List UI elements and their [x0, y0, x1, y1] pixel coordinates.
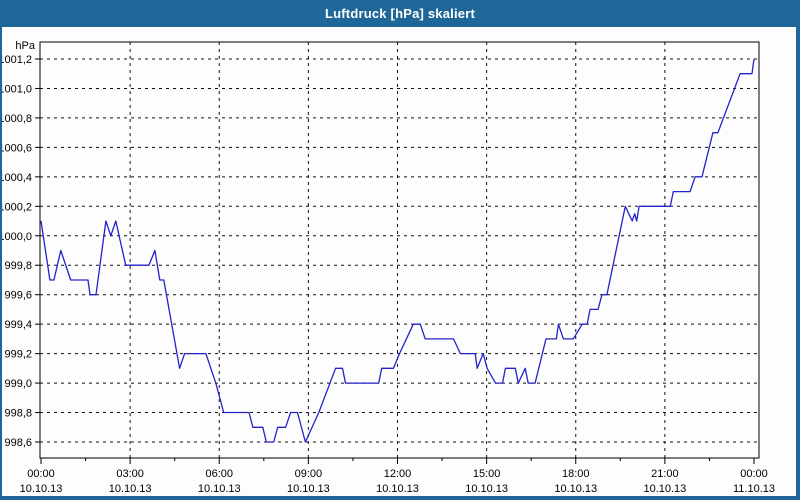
y-tick-label: 1000,6 [0, 142, 32, 154]
x-tick-label-time: 21:00 [651, 468, 679, 480]
y-tick-label: 1000,8 [0, 113, 32, 125]
y-tick-label: 1001,0 [0, 83, 32, 95]
y-tick-label: 1000,2 [0, 201, 32, 213]
pressure-line-series [40, 58, 755, 443]
x-tick-label-date: 10.10.13 [109, 483, 152, 495]
y-tick-label: 998,8 [4, 408, 32, 420]
x-tick-label-time: 09:00 [295, 468, 323, 480]
x-tick-label-time: 15:00 [473, 468, 501, 480]
x-tick-label-date: 10.10.13 [198, 483, 241, 495]
x-tick-label-date: 10.10.13 [376, 483, 419, 495]
window-title: Luftdruck [hPa] skaliert [325, 6, 475, 21]
y-tick-label: 999,6 [4, 290, 32, 302]
x-tick-label-date: 10.10.13 [465, 483, 508, 495]
y-tick-label: 1000,4 [0, 172, 32, 184]
y-tick-label: 999,4 [4, 319, 32, 331]
y-tick-label: 1000,0 [0, 231, 32, 243]
x-tick-label-time: 12:00 [384, 468, 412, 480]
y-tick-label: 999,8 [4, 260, 32, 272]
x-tick-label-date: 10.10.13 [20, 483, 63, 495]
y-axis-unit-label: hPa [15, 40, 35, 52]
x-tick-label-date: 11.10.13 [733, 483, 775, 495]
x-tick-label-time: 00:00 [740, 468, 768, 480]
x-tick-label-date: 10.10.13 [287, 483, 330, 495]
y-tick-label: 999,0 [4, 378, 32, 390]
x-tick-label-date: 10.10.13 [643, 483, 686, 495]
x-tick-label-date: 10.10.13 [554, 483, 597, 495]
x-tick-label-time: 03:00 [116, 468, 144, 480]
x-tick-label-time: 06:00 [205, 468, 233, 480]
x-tick-label-time: 00:00 [27, 468, 55, 480]
x-tick-label-time: 18:00 [562, 468, 590, 480]
y-tick-label: 1001,2 [0, 54, 32, 66]
window-titlebar: Luftdruck [hPa] skaliert [0, 0, 800, 27]
y-tick-label: 998,6 [4, 437, 32, 449]
plot-frame [39, 41, 760, 459]
y-tick-label: 999,2 [4, 349, 32, 361]
pressure-chart: 1001,2 1001,0 1000,8 1000,6 1000,4 1000,2 1000… [0, 27, 800, 500]
